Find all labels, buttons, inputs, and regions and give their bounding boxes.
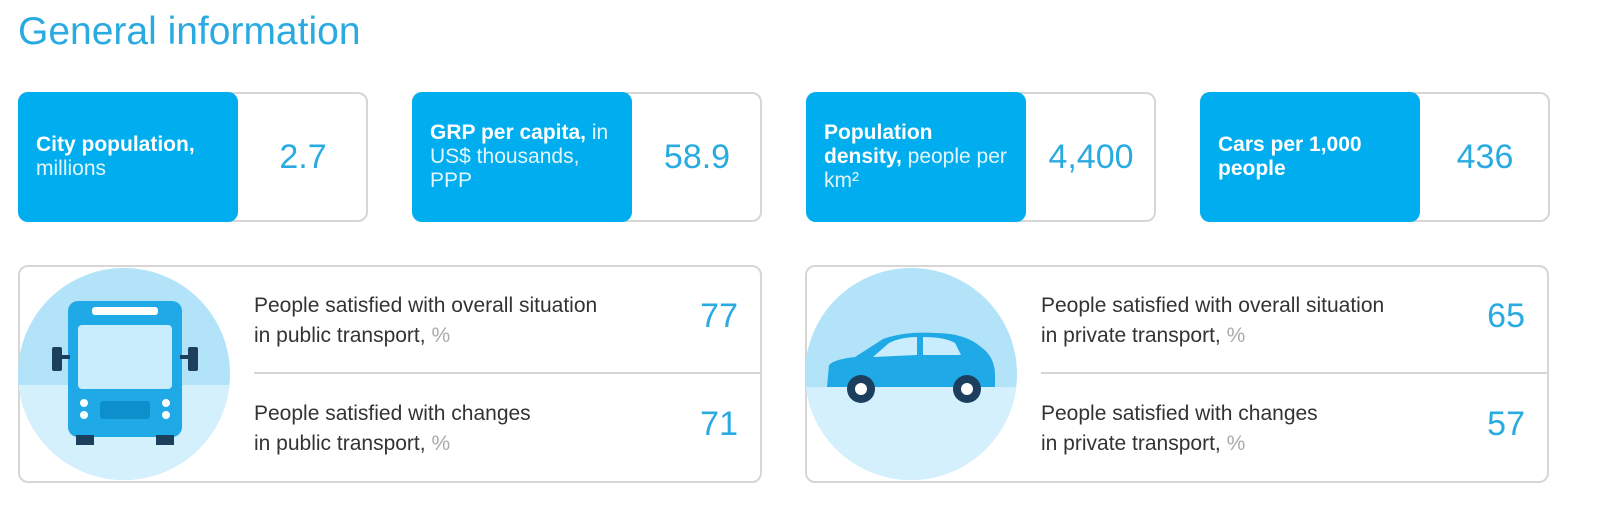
stat-label-text: GRP per capita, in US$ thousands, PPP <box>430 121 614 193</box>
stat-label: City population, millions <box>18 92 238 222</box>
row-line: People satisfied with changes <box>1041 402 1318 425</box>
stat-unit: millions <box>36 157 107 180</box>
row-divider <box>254 372 760 374</box>
stat-card: GRP per capita, in US$ thousands, PPP 58.… <box>412 92 762 222</box>
row-line: in private transport, % <box>1041 432 1246 455</box>
stat-value: 4,400 <box>1048 137 1134 176</box>
stat-card: Population density, people per km² 4,400 <box>806 92 1156 222</box>
satisfaction-panel: People satisfied with overall situation i… <box>18 265 762 483</box>
satisfaction-row: People satisfied with overall situation i… <box>1041 267 1547 373</box>
stat-unit: in US$ thousands, PPP <box>430 121 609 192</box>
satisfaction-row: People satisfied with overall situation i… <box>254 267 760 373</box>
stat-card: City population, millions 2.7 <box>18 92 368 222</box>
satisfaction-row: People satisfied with changes in public t… <box>254 375 760 481</box>
stat-label: Population density, people per km² <box>806 92 1026 222</box>
row-line: People satisfied with changes <box>254 402 531 425</box>
stat-name: City population, <box>36 133 195 156</box>
row-text: People satisfied with overall situation i… <box>1041 291 1384 351</box>
row-value: 65 <box>1487 297 1525 335</box>
stat-label: GRP per capita, in US$ thousands, PPP <box>412 92 632 222</box>
stat-label: Cars per 1,000 people <box>1200 92 1420 222</box>
row-unit: % <box>1226 324 1246 347</box>
row-line: in public transport, % <box>254 324 451 347</box>
row-unit: % <box>431 324 451 347</box>
stat-name: Population density, <box>824 121 933 168</box>
car-icon <box>805 268 1017 480</box>
stat-value: 436 <box>1456 137 1514 176</box>
row-text: People satisfied with changes in public t… <box>254 399 531 459</box>
stat-label-text: Population density, people per km² <box>824 121 1008 193</box>
row-divider <box>1041 372 1547 374</box>
row-line: in public transport, % <box>254 432 451 455</box>
stat-value: 58.9 <box>663 137 731 176</box>
bus-icon <box>18 268 230 480</box>
stat-unit: people per km² <box>824 145 1007 192</box>
row-line: People satisfied with overall situation <box>254 294 598 317</box>
satisfaction-panel: People satisfied with overall situation i… <box>805 265 1549 483</box>
row-text: People satisfied with overall situation i… <box>254 291 597 351</box>
stat-label-text: Cars per 1,000 people <box>1218 133 1402 181</box>
stat-value: 2.7 <box>279 137 327 176</box>
satisfaction-row: People satisfied with changes in private … <box>1041 375 1547 481</box>
row-value: 57 <box>1487 405 1525 443</box>
row-unit: % <box>431 432 451 455</box>
row-line: in private transport, % <box>1041 324 1246 347</box>
stat-name: Cars per 1,000 people <box>1218 133 1362 180</box>
row-unit: % <box>1226 432 1246 455</box>
row-text: People satisfied with changes in private … <box>1041 399 1318 459</box>
row-value: 77 <box>700 297 738 335</box>
stat-label-text: City population, millions <box>36 133 220 181</box>
stat-card: Cars per 1,000 people 436 <box>1200 92 1550 222</box>
title: General information <box>18 10 361 53</box>
row-value: 71 <box>700 405 738 443</box>
stat-name: GRP per capita, <box>430 121 587 144</box>
row-line: People satisfied with overall situation <box>1041 294 1385 317</box>
